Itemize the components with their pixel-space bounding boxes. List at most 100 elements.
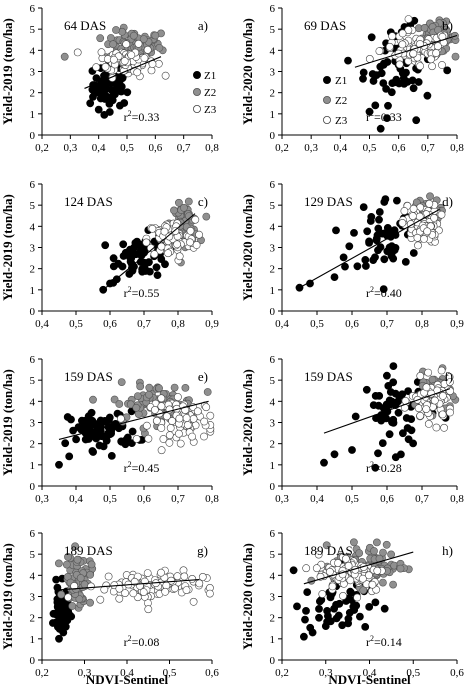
data-point-z3 [129,589,138,598]
data-point-z1 [397,391,406,400]
das-label: 129 DAS [304,194,353,209]
data-point-z1 [320,458,328,467]
data-point-z3 [344,561,353,570]
series-z3 [302,550,386,602]
y-tick-label: 1 [30,109,36,121]
data-point-z2 [68,602,77,610]
data-point-z3 [400,207,409,215]
x-tick-label: 0,9 [205,318,219,330]
series-z3 [73,39,170,82]
y-tick-label: 1 [30,460,36,472]
data-point-z3 [70,582,79,590]
y-tick-label: 4 [270,221,276,233]
x-tick-label: 0,8 [450,142,464,154]
x-tick-label: 0,8 [205,493,219,505]
data-point-z3 [205,589,214,598]
data-point-z2 [75,595,84,603]
data-point-z3 [395,60,404,69]
data-point-z1 [350,606,359,614]
data-point-z3 [189,597,198,606]
data-point-z3 [148,224,157,233]
data-point-z3 [175,414,184,423]
data-point-z2 [387,550,395,559]
legend-label: Z1 [204,70,216,82]
data-point-z2 [203,388,212,396]
series-z3 [64,566,214,614]
y-tick-label: 6 [270,528,276,540]
y-tick-label: 3 [270,592,276,604]
data-point-z2 [396,564,405,573]
data-point-z1 [302,607,310,615]
data-point-z3 [388,32,397,41]
data-point-z2 [139,35,148,43]
data-point-z3 [202,403,211,412]
data-point-z2 [174,198,183,207]
y-axis-title: Yield-2019 (ton/ha) [0,194,15,301]
data-point-z3 [408,212,417,220]
series-z1 [55,407,146,469]
data-point-z1 [384,381,393,390]
data-point-z3 [328,582,337,591]
data-point-z3 [437,210,446,219]
y-tick-label: 5 [270,24,276,36]
data-point-z3 [186,226,195,235]
data-point-z2 [181,383,190,392]
panel-e: 0 1 2 3 4 5 6 0,3 0,4 0,5 0,6 0,7 0,8 Yield-2019 (ton… [0,354,219,505]
data-point-z1 [55,460,63,469]
x-tick-label: 0,3 [319,667,333,679]
y-tick-label: 0 [30,306,36,318]
data-point-z1 [377,416,386,425]
data-point-z1 [315,613,323,622]
legend-label: Z2 [335,95,347,107]
y-tick-label: 1 [270,634,276,646]
data-point-z1 [414,78,423,86]
data-point-z1 [381,195,390,203]
data-point-z3 [445,378,454,386]
data-point-z2 [62,560,71,569]
panel-g: 0 1 2 3 4 5 6 0,2 0,3 0,4 0,5 0,6 Yield-2019 (ton/ha… [0,528,219,679]
x-tick-label: 0,4 [35,318,49,330]
data-point-z2 [389,580,397,589]
data-point-z1 [382,400,391,409]
das-label: 124 DAS [64,194,113,209]
y-tick-label: 4 [270,570,276,582]
panel-letter: d) [442,194,453,209]
data-point-z1 [138,265,146,273]
data-point-z1 [315,597,324,606]
data-point-z1 [299,632,308,641]
data-point-z1 [330,604,338,613]
y-tick-label: 1 [270,285,276,297]
data-point-z1 [67,415,75,424]
y-tick-label: 5 [30,375,36,387]
trendline [54,579,200,591]
data-point-z3 [358,574,367,583]
data-point-z3 [170,584,179,593]
data-point-z1 [371,101,380,110]
data-point-z2 [426,192,434,201]
series-z3 [117,393,215,455]
data-point-z3 [175,252,184,261]
y-tick-label: 6 [30,179,36,191]
data-point-z1 [382,371,391,380]
data-point-z1 [89,93,97,101]
data-point-z1 [376,243,385,251]
data-point-z1 [379,285,388,293]
data-point-z1 [353,262,362,271]
y-tick-label: 4 [270,396,276,408]
data-point-z2 [86,570,95,579]
data-point-z3 [161,71,170,80]
data-point-z1 [59,628,68,637]
data-point-z3 [353,593,362,602]
das-label: 69 DAS [304,18,346,33]
data-point-z3 [424,368,433,377]
panel-f: 0 1 2 3 4 5 6 0,3 0,4 0,5 0,6 0,7 0,8 Yield-2020 (ton… [240,354,464,505]
data-point-z3 [428,62,436,71]
data-point-z3 [121,589,129,597]
x-tick-label: 0,4 [310,493,324,505]
data-point-z1 [389,362,398,370]
data-point-z3 [200,417,209,426]
y-tick-label: 3 [30,592,36,604]
x-tick-label: 0,3 [275,493,289,505]
data-point-z3 [409,49,418,58]
